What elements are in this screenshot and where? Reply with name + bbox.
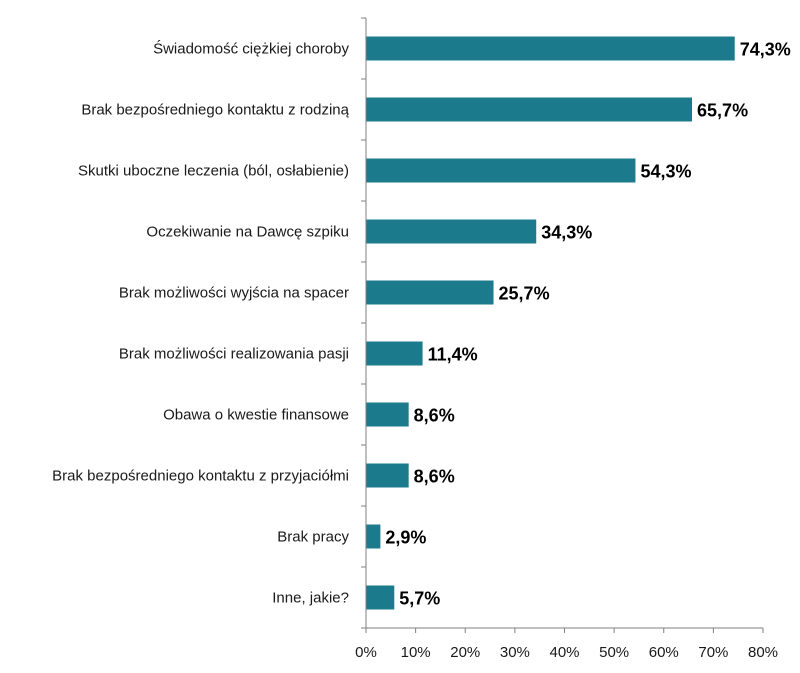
- value-label: 54,3%: [640, 162, 691, 182]
- value-label: 74,3%: [740, 40, 791, 60]
- category-label: Brak możliwości realizowania pasji: [119, 346, 349, 363]
- bar: [366, 402, 409, 427]
- value-label: 25,7%: [499, 284, 550, 304]
- category-labels-group: Świadomość ciężkiej choroby Brak bezpośre…: [52, 40, 349, 607]
- bar: [366, 463, 409, 488]
- category-label: Inne, jakie?: [272, 590, 349, 607]
- x-tick-label: 80%: [748, 644, 778, 661]
- x-tick-label: 10%: [401, 644, 431, 661]
- category-label: Brak możliwości wyjścia na spacer: [119, 285, 349, 302]
- x-tick-label: 60%: [649, 644, 679, 661]
- category-label: Skutki uboczne leczenia (ból, osłabienie…: [78, 163, 349, 180]
- x-tick-label: 30%: [500, 644, 530, 661]
- bar: [366, 219, 537, 244]
- x-ticks-group: 0% 10% 20% 30% 40% 50% 60% 70% 80%: [355, 628, 778, 661]
- value-label: 8,6%: [414, 406, 455, 426]
- category-label: Brak pracy: [277, 529, 349, 546]
- bar: [366, 97, 693, 122]
- value-label: 34,3%: [541, 223, 592, 243]
- category-label: Oczekiwanie na Dawcę szpiku: [146, 224, 349, 241]
- category-label: Brak bezpośredniego kontaktu z rodziną: [81, 102, 349, 119]
- bar: [366, 158, 636, 183]
- value-label: 11,4%: [428, 345, 478, 365]
- x-tick-label: 70%: [698, 644, 728, 661]
- value-label: 8,6%: [414, 467, 455, 487]
- bar: [366, 280, 494, 305]
- bar: [366, 36, 735, 61]
- bar: [366, 524, 381, 549]
- category-label: Brak bezpośredniego kontaktu z przyjació…: [52, 468, 349, 485]
- x-tick-label: 40%: [549, 644, 579, 661]
- category-label: Świadomość ciężkiej choroby: [153, 40, 349, 58]
- bars-group: [366, 36, 735, 610]
- value-labels-group: 74,3% 65,7% 54,3% 34,3% 25,7% 11,4% 8,6% 8,6% 2,…: [385, 40, 790, 609]
- x-tick-label: 0%: [355, 644, 377, 661]
- bar: [366, 585, 395, 610]
- value-label: 65,7%: [697, 101, 748, 121]
- value-label: 5,7%: [399, 589, 440, 609]
- value-label: 2,9%: [385, 528, 426, 548]
- bar: [366, 341, 423, 366]
- x-tick-label: 50%: [599, 644, 629, 661]
- x-tick-label: 20%: [450, 644, 480, 661]
- category-label: Obawa o kwestie finansowe: [163, 407, 349, 424]
